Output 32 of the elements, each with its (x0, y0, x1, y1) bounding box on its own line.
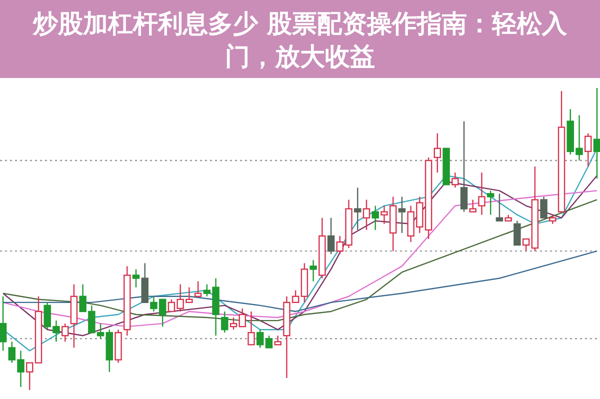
candlestick (584, 132, 592, 168)
candlestick (0, 296, 7, 352)
candlestick (398, 196, 406, 234)
candlestick (452, 172, 459, 188)
candlestick (26, 362, 34, 391)
candlestick (522, 238, 530, 252)
candlestick (372, 205, 379, 231)
candlestick (460, 120, 468, 212)
candlestick (549, 214, 556, 224)
candlestick (256, 329, 264, 348)
candlestick (265, 335, 273, 348)
candlestick (469, 199, 476, 212)
candlestick (434, 132, 442, 174)
candlestick (238, 308, 246, 328)
candlestick (486, 190, 494, 216)
candlestick (593, 87, 600, 180)
candlestick (310, 260, 317, 282)
candlestick (540, 196, 548, 218)
candlestick (478, 172, 486, 216)
candlestick (194, 280, 202, 297)
chart-title: 炒股加杠杆利息多少 股票配资操作指南：轻松入门，放大收益 (32, 9, 568, 71)
candlestick (230, 316, 238, 330)
candlestick (61, 322, 69, 342)
candlestick (362, 199, 370, 231)
candlestick (248, 310, 255, 346)
candlestick (221, 310, 228, 334)
candlestick (327, 217, 335, 255)
candlestick (354, 187, 362, 231)
candlestick (132, 268, 140, 288)
candlestick (514, 220, 521, 246)
candlestick (274, 335, 282, 346)
candlestick (496, 193, 504, 222)
